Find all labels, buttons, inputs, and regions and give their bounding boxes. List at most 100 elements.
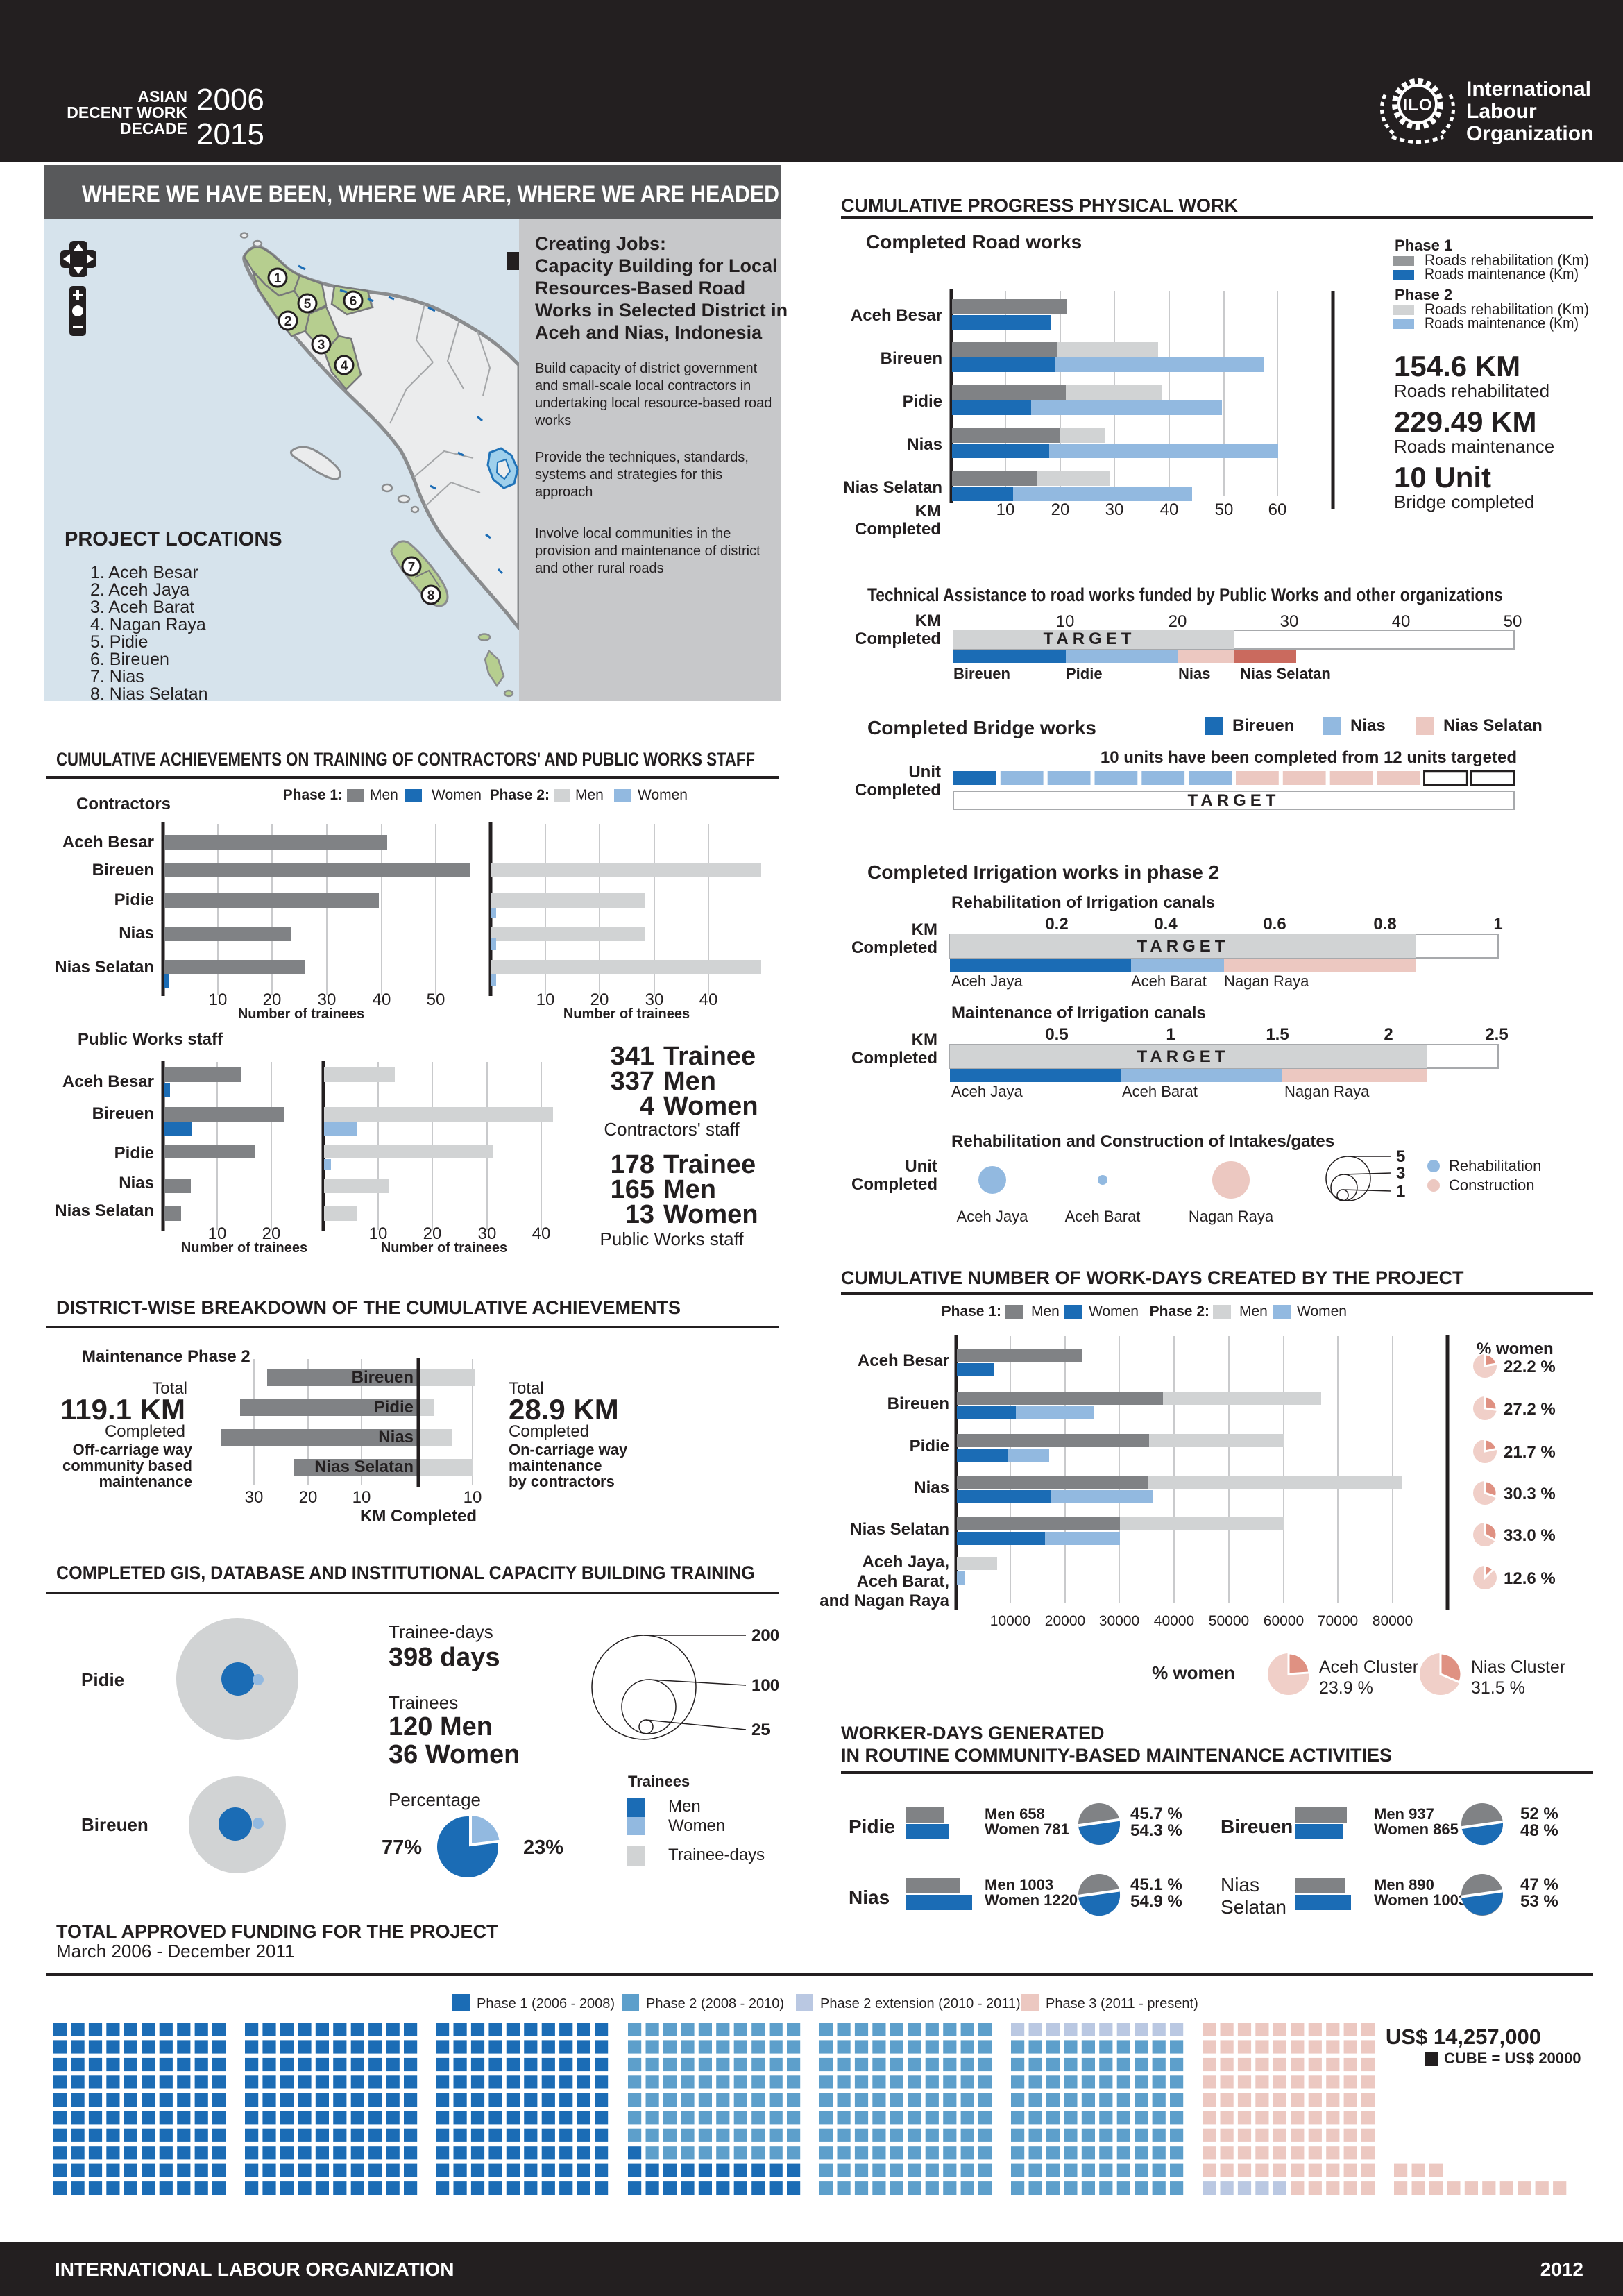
svg-text:Bireuen: Bireuen bbox=[81, 1814, 148, 1835]
svg-text:30: 30 bbox=[245, 1488, 264, 1507]
svg-text:200: 200 bbox=[751, 1626, 779, 1645]
svg-text:20: 20 bbox=[1051, 500, 1070, 519]
svg-text:77%: 77% bbox=[382, 1837, 422, 1859]
svg-text:1: 1 bbox=[1396, 1182, 1405, 1201]
svg-text:Men 937: Men 937 bbox=[1374, 1805, 1434, 1823]
svg-text:ASIAN: ASIAN bbox=[137, 87, 187, 105]
svg-text:Phase 3 (2011 - present): Phase 3 (2011 - present) bbox=[1046, 1996, 1198, 2011]
svg-text:Women 1003: Women 1003 bbox=[1374, 1891, 1467, 1909]
svg-text:Aceh Cluster: Aceh Cluster bbox=[1319, 1657, 1418, 1677]
svg-text:PROJECT LOCATIONS: PROJECT LOCATIONS bbox=[65, 528, 282, 550]
svg-text:maintenance: maintenance bbox=[509, 1457, 602, 1474]
svg-text:Nias Selatan: Nias Selatan bbox=[843, 478, 942, 497]
svg-text:229.49 KM: 229.49 KM bbox=[1394, 405, 1536, 438]
svg-text:KM: KM bbox=[912, 920, 937, 939]
svg-text:2: 2 bbox=[1384, 1025, 1393, 1044]
svg-text:50: 50 bbox=[1504, 612, 1522, 631]
svg-text:Completed: Completed bbox=[855, 520, 941, 539]
svg-text:0.4: 0.4 bbox=[1154, 915, 1178, 934]
svg-text:10: 10 bbox=[209, 990, 228, 1009]
svg-text:47 %: 47 % bbox=[1520, 1875, 1558, 1894]
svg-text:Unit: Unit bbox=[908, 763, 941, 782]
svg-text:40: 40 bbox=[373, 990, 391, 1009]
svg-text:Nias: Nias bbox=[914, 1478, 949, 1497]
svg-text:Women: Women bbox=[432, 787, 482, 803]
svg-text:INTERNATIONAL LABOUR ORGANIZAT: INTERNATIONAL LABOUR ORGANIZATION bbox=[55, 2259, 454, 2280]
svg-text:8: 8 bbox=[427, 589, 435, 603]
svg-text:IN ROUTINE COMMUNITY-BASED MAI: IN ROUTINE COMMUNITY-BASED MAINTENANCE A… bbox=[841, 1745, 1392, 1766]
svg-text:Rehabilitation: Rehabilitation bbox=[1449, 1157, 1541, 1174]
svg-text:1: 1 bbox=[1493, 915, 1502, 934]
svg-text:Men 890: Men 890 bbox=[1374, 1876, 1434, 1893]
svg-text:Men 658: Men 658 bbox=[985, 1805, 1045, 1823]
svg-text:Labour: Labour bbox=[1466, 100, 1537, 123]
svg-text:Nias: Nias bbox=[1350, 716, 1386, 735]
svg-text:Nias Selatan: Nias Selatan bbox=[55, 1201, 154, 1220]
svg-text:3: 3 bbox=[1396, 1164, 1405, 1183]
svg-text:Contractors' staff: Contractors' staff bbox=[604, 1119, 740, 1140]
svg-text:Men: Men bbox=[370, 787, 398, 803]
svg-text:Completed Irrigation works in: Completed Irrigation works in phase 2 bbox=[867, 861, 1219, 883]
svg-text:4: 4 bbox=[640, 1092, 654, 1121]
svg-text:Completed: Completed bbox=[509, 1422, 589, 1441]
svg-text:Bireuen: Bireuen bbox=[881, 349, 942, 368]
svg-text:10: 10 bbox=[208, 1224, 227, 1243]
svg-text:International: International bbox=[1466, 78, 1591, 101]
svg-text:Pidie: Pidie bbox=[849, 1816, 895, 1837]
svg-text:Men: Men bbox=[1031, 1303, 1060, 1319]
svg-text:30: 30 bbox=[1105, 500, 1124, 519]
svg-text:and Nagan Raya: and Nagan Raya bbox=[819, 1592, 949, 1610]
svg-text:Men: Men bbox=[663, 1175, 716, 1204]
svg-text:Nias Selatan: Nias Selatan bbox=[1240, 665, 1331, 682]
svg-text:Aceh Besar: Aceh Besar bbox=[851, 306, 942, 325]
svg-text:Nias Selatan: Nias Selatan bbox=[1443, 716, 1543, 735]
svg-text:22.2 %: 22.2 % bbox=[1504, 1358, 1556, 1376]
svg-text:Aceh and Nias, Indonesia: Aceh and Nias, Indonesia bbox=[535, 322, 763, 343]
svg-text:Completed: Completed bbox=[855, 781, 941, 800]
svg-text:Creating Jobs:: Creating Jobs: bbox=[535, 233, 666, 254]
svg-text:Women: Women bbox=[663, 1092, 758, 1121]
svg-text:KM Completed: KM Completed bbox=[360, 1507, 477, 1526]
svg-text:Completed: Completed bbox=[105, 1422, 185, 1441]
svg-text:1. Aceh Besar: 1. Aceh Besar bbox=[90, 563, 198, 582]
svg-text:23%: 23% bbox=[523, 1837, 563, 1859]
svg-text:Completed Road works: Completed Road works bbox=[866, 231, 1082, 253]
svg-text:0.5: 0.5 bbox=[1045, 1025, 1068, 1044]
svg-text:0.8: 0.8 bbox=[1373, 915, 1396, 934]
svg-text:Phase 2:: Phase 2: bbox=[490, 787, 550, 803]
svg-text:ILO: ILO bbox=[1403, 96, 1433, 115]
svg-text:10: 10 bbox=[536, 990, 555, 1009]
svg-text:2006: 2006 bbox=[196, 83, 264, 117]
svg-text:COMPLETED GIS, DATABASE AND IN: COMPLETED GIS, DATABASE AND INSTITUTIONA… bbox=[56, 1562, 755, 1583]
svg-text:40: 40 bbox=[699, 990, 718, 1009]
svg-text:10: 10 bbox=[1056, 612, 1075, 631]
svg-text:Bireuen: Bireuen bbox=[1232, 716, 1294, 735]
svg-text:Total: Total bbox=[509, 1379, 544, 1398]
svg-text:Involve local communities in t: Involve local communities in the bbox=[535, 526, 731, 541]
svg-text:Aceh Barat: Aceh Barat bbox=[1122, 1083, 1198, 1100]
svg-text:40: 40 bbox=[1392, 612, 1411, 631]
svg-text:10 units have been completed f: 10 units have been completed from 12 uni… bbox=[1101, 748, 1517, 767]
svg-text:10 Unit: 10 Unit bbox=[1394, 461, 1491, 493]
svg-text:Phase 2: Phase 2 bbox=[1395, 286, 1452, 303]
svg-text:54.9 %: 54.9 % bbox=[1130, 1892, 1182, 1911]
svg-text:works: works bbox=[534, 413, 571, 428]
svg-text:Women 781: Women 781 bbox=[985, 1821, 1069, 1838]
svg-text:Aceh Jaya: Aceh Jaya bbox=[951, 972, 1023, 990]
svg-text:30: 30 bbox=[318, 990, 337, 1009]
svg-text:Nias: Nias bbox=[119, 1174, 154, 1192]
svg-text:Nias: Nias bbox=[378, 1428, 414, 1446]
svg-text:165: 165 bbox=[611, 1175, 654, 1204]
svg-text:Trainee: Trainee bbox=[663, 1150, 756, 1179]
svg-text:Aceh Barat: Aceh Barat bbox=[1065, 1208, 1141, 1225]
svg-text:5. Pidie: 5. Pidie bbox=[90, 632, 148, 652]
svg-text:Phase 1 (2006 - 2008): Phase 1 (2006 - 2008) bbox=[477, 1996, 615, 2011]
svg-text:30: 30 bbox=[478, 1224, 497, 1243]
svg-text:Pidie: Pidie bbox=[374, 1398, 414, 1417]
svg-text:10: 10 bbox=[996, 500, 1015, 519]
svg-text:Aceh Besar: Aceh Besar bbox=[62, 1072, 154, 1091]
svg-text:DISTRICT-WISE BREAKDOWN OF THE: DISTRICT-WISE BREAKDOWN OF THE CUMULATIV… bbox=[56, 1297, 681, 1318]
svg-text:Men 1003: Men 1003 bbox=[985, 1876, 1053, 1893]
svg-text:7: 7 bbox=[408, 560, 416, 575]
svg-text:Men: Men bbox=[575, 787, 604, 803]
